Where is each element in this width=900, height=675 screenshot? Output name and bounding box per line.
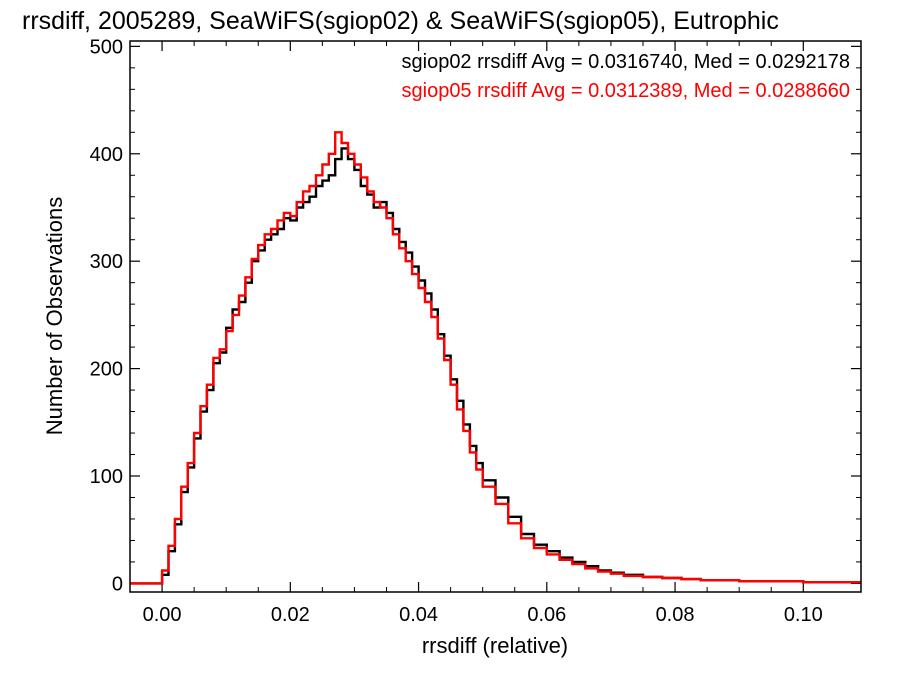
axis-ticks: 0.00 0.02 0.04 0.06 0.08 0.10 0 100 200 300 400 500 — [90, 36, 861, 626]
y-tick-label: 300 — [90, 251, 123, 273]
x-tick-label: 0.10 — [784, 604, 823, 626]
y-tick-label: 200 — [90, 359, 123, 381]
x-axis-label: rrsdiff (relative) — [422, 633, 568, 658]
y-tick-label: 0 — [112, 573, 123, 595]
plot-frame — [129, 40, 862, 593]
legend-entry-sgiop02: sgiop02 rrsdiff Avg = 0.0316740, Med = 0… — [402, 51, 851, 73]
x-tick-label: 0.02 — [271, 604, 310, 626]
x-tick-label: 0.04 — [399, 604, 438, 626]
y-axis-label: Number of Observations — [42, 197, 67, 435]
x-tick-label: 0.06 — [527, 604, 566, 626]
legend-entry-sgiop05: sgiop05 rrsdiff Avg = 0.0312389, Med = 0… — [402, 80, 851, 102]
y-tick-label: 500 — [90, 36, 123, 58]
x-tick-label: 0.08 — [656, 604, 695, 626]
series-line-1 — [130, 131, 861, 585]
x-tick-label: 0.00 — [143, 604, 182, 626]
series-line-0 — [130, 147, 861, 585]
chart-title: rrsdiff, 2005289, SeaWiFS(sgiop02) & Sea… — [22, 7, 779, 35]
legend: sgiop02 rrsdiff Avg = 0.0316740, Med = 0… — [402, 51, 851, 102]
y-tick-label: 100 — [90, 466, 123, 488]
series-group — [130, 131, 861, 585]
y-tick-label: 400 — [90, 144, 123, 166]
